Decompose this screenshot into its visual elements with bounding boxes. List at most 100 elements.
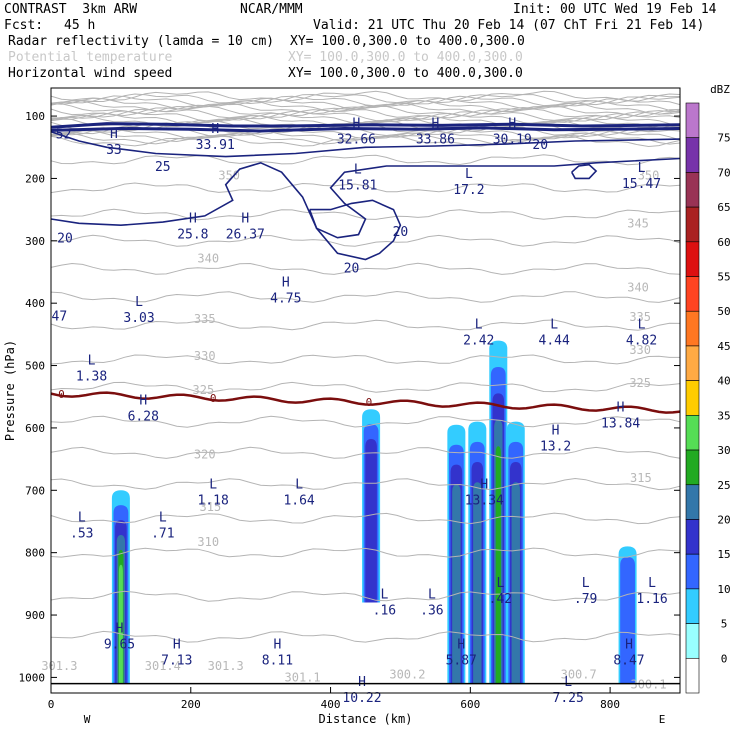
y-tick-label: 400 <box>25 297 45 310</box>
colorbar-tick-label: 20 <box>717 513 730 526</box>
colorbar-swatch <box>685 276 700 312</box>
x-tick-label: 400 <box>321 698 341 711</box>
wind-contour-closed <box>571 163 598 180</box>
extremum-marker: L <box>638 317 646 332</box>
field-theta-name: Potential temperature <box>8 50 173 65</box>
reflectivity-plume <box>620 556 635 684</box>
colorbar-tick-label: 70 <box>717 166 730 179</box>
extremum-value: 33.86 <box>416 133 455 148</box>
theta-label: 340 <box>197 251 219 265</box>
extremum-value: 7.13 <box>161 653 192 668</box>
colorbar-swatch <box>685 484 700 520</box>
theta-contour-line <box>50 630 681 643</box>
y-tick-label: 300 <box>25 235 45 248</box>
theta-contour-line <box>50 547 681 558</box>
theta-label: 330 <box>194 349 216 363</box>
colorbar-tick-label: 30 <box>717 444 730 457</box>
header-fcst-label: Fcst: <box>4 18 44 33</box>
theta-contour-line <box>51 108 681 119</box>
extremum-marker: H <box>508 117 516 132</box>
colorbar-swatch <box>685 519 700 555</box>
zero-isotherm-label: 0 <box>210 392 217 405</box>
extremum-value: 13.2 <box>540 439 571 454</box>
extremum-value: 5.87 <box>446 653 477 668</box>
y-tick-label: 900 <box>25 609 45 622</box>
zero-isotherm-label: 0 <box>366 396 373 409</box>
colorbar-swatch <box>685 137 700 173</box>
colorbar-swatch <box>685 345 700 381</box>
extremum-value: 4.75 <box>270 292 301 307</box>
theta-contour-line <box>50 381 681 393</box>
field-theta-xy: XY= 100.0,300.0 to 400.0,300.0 <box>288 50 523 65</box>
extremum-marker: H <box>617 400 625 415</box>
theta-label: 335 <box>194 312 216 326</box>
colorbar-swatch <box>685 415 700 451</box>
extremum-value: 26.37 <box>226 227 265 242</box>
theta-label: 315 <box>630 471 652 485</box>
extremum-value: 2.42 <box>463 333 494 348</box>
field-wind-xy: XY= 100.0,300.0 to 400.0,300.0 <box>288 66 523 81</box>
extremum-marker: L <box>496 576 504 591</box>
colorbar: 0 5 10 15 20 25 30 35 40 45 50 55 60 65 70 75 dBZ <box>685 83 731 694</box>
theta-contour-line <box>50 154 681 166</box>
extremum-value: 8.47 <box>613 653 644 668</box>
theta-label: 350 <box>638 168 660 182</box>
x-tick-label: 600 <box>460 698 480 711</box>
wind-contour-20 <box>308 199 402 261</box>
y-tick-label: 600 <box>25 422 45 435</box>
theta-label: 301.3 <box>208 659 244 673</box>
theta-contour-line <box>50 477 681 491</box>
theta-label: 301.1 <box>285 670 321 684</box>
reflectivity-plume <box>511 482 520 684</box>
x-end-label-west: W <box>84 713 91 726</box>
colorbar-tick-label: 15 <box>717 548 730 561</box>
wind-contour-label: 20 <box>57 232 73 247</box>
theta-label: 325 <box>629 376 651 390</box>
extremum-marker: L <box>159 511 167 526</box>
extremum-value: 30.19 <box>493 133 532 148</box>
extremum-marker: H <box>274 637 282 652</box>
extremum-value: 33 <box>106 143 122 158</box>
extremum-value: 1.38 <box>76 370 107 385</box>
field-reflectivity-xy: XY= 100.0,300.0 to 400.0,300.0 <box>290 34 525 49</box>
theta-contour-line <box>50 590 681 602</box>
theta-contour-line <box>50 127 681 140</box>
x-tick-label: 800 <box>600 698 620 711</box>
colorbar-tick-label: 65 <box>717 201 730 214</box>
extremum-marker: L <box>428 587 436 602</box>
extremum-marker: L <box>380 587 388 602</box>
y-axis-label: Pressure (hPa) <box>3 340 17 441</box>
colorbar-swatch <box>685 623 700 659</box>
extremum-value: .16 <box>373 603 396 618</box>
header-org: NCAR/MMM <box>240 2 303 17</box>
extremum-marker: H <box>625 637 633 652</box>
extremum-marker: L <box>209 478 217 493</box>
theta-contour-line <box>50 290 681 303</box>
extremum-value: 1.64 <box>283 494 314 509</box>
theta-label: 300.2 <box>389 667 425 681</box>
theta-label: 320 <box>194 448 216 462</box>
theta-label: 301.4 <box>145 659 181 673</box>
colorbar-swatch <box>685 102 700 139</box>
theta-label: 310 <box>197 535 219 549</box>
theta-label: 350 <box>218 168 240 182</box>
wind-contour-label: 20 <box>344 262 360 277</box>
extremum-value: 25.8 <box>177 227 208 242</box>
extremum-marker: L <box>88 354 96 369</box>
extremum-value: 52 <box>56 128 72 143</box>
theta-label: 335 <box>629 310 651 324</box>
theta-label: 345 <box>627 216 649 230</box>
colorbar-tick-label: 25 <box>717 479 730 492</box>
extremum-marker: L <box>582 576 590 591</box>
theta-contour-line <box>50 262 681 275</box>
extremum-marker: L <box>475 317 483 332</box>
colorbar-swatch <box>685 310 700 347</box>
wind-contour-label: 25 <box>155 160 171 175</box>
field-reflectivity-name: Radar reflectivity (lamda = 10 cm) <box>8 34 275 49</box>
theta-label: 340 <box>627 281 649 295</box>
extremum-value: 10.22 <box>342 691 381 706</box>
colorbar-tick-label: 75 <box>717 132 730 145</box>
zero-isotherm: 0 0 0 <box>50 388 681 414</box>
extremum-value: .53 <box>70 527 93 542</box>
